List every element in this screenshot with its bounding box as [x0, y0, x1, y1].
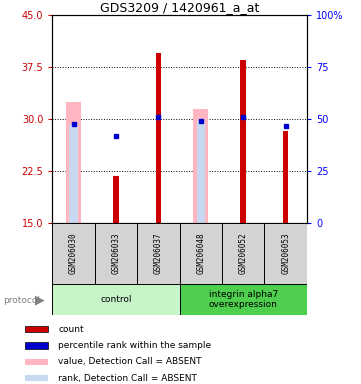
Text: control: control [100, 295, 132, 304]
Bar [52, 284, 179, 315]
Text: integrin alpha7
overexpression: integrin alpha7 overexpression [209, 290, 278, 309]
Text: value, Detection Call = ABSENT: value, Detection Call = ABSENT [58, 357, 202, 366]
Bar [240, 60, 246, 223]
Text: GSM206053: GSM206053 [281, 233, 290, 274]
Text: ▶: ▶ [35, 294, 45, 307]
Bar [25, 359, 48, 365]
Bar [179, 223, 222, 284]
Bar [25, 342, 48, 349]
Text: protocol: protocol [4, 296, 40, 305]
Bar [69, 124, 78, 223]
Bar [283, 131, 288, 223]
Bar [264, 223, 307, 284]
Text: rank, Detection Call = ABSENT: rank, Detection Call = ABSENT [58, 374, 197, 382]
Bar [156, 53, 161, 223]
Bar [95, 223, 137, 284]
Bar [113, 176, 119, 223]
Text: GSM206037: GSM206037 [154, 233, 163, 274]
Text: GSM206033: GSM206033 [112, 233, 121, 274]
Text: percentile rank within the sample: percentile rank within the sample [58, 341, 212, 350]
Bar [179, 284, 307, 315]
Bar [137, 223, 179, 284]
Bar [66, 102, 81, 223]
Title: GDS3209 / 1420961_a_at: GDS3209 / 1420961_a_at [100, 1, 259, 14]
Bar [52, 223, 95, 284]
Bar [193, 109, 208, 223]
Text: GSM206048: GSM206048 [196, 233, 205, 274]
Text: GSM206030: GSM206030 [69, 233, 78, 274]
Bar [222, 223, 264, 284]
Bar [196, 121, 205, 223]
Bar [25, 375, 48, 381]
Bar [25, 326, 48, 333]
Text: GSM206052: GSM206052 [239, 233, 248, 274]
Text: count: count [58, 324, 84, 334]
